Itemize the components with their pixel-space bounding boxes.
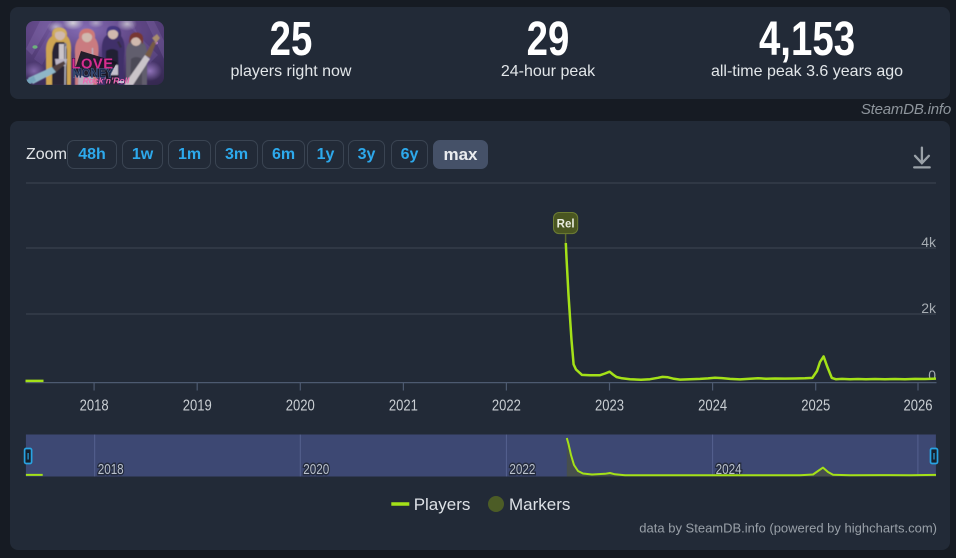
svg-text:Markers: Markers: [509, 495, 570, 514]
svg-text:data by SteamDB.info (powered: data by SteamDB.info (powered by highcha…: [639, 521, 937, 536]
svg-text:Players: Players: [414, 495, 471, 514]
svg-text:2024: 2024: [698, 398, 727, 415]
svg-text:2021: 2021: [389, 398, 418, 415]
svg-text:MONEY: MONEY: [73, 67, 115, 81]
svg-text:2025: 2025: [801, 398, 830, 415]
svg-text:2018: 2018: [98, 461, 124, 478]
svg-text:4k: 4k: [921, 234, 937, 250]
svg-text:2022: 2022: [492, 398, 521, 415]
svg-text:LOVE: LOVE: [72, 57, 114, 73]
svg-text:2026: 2026: [904, 398, 933, 415]
svg-text:Rel: Rel: [557, 219, 575, 231]
svg-text:2019: 2019: [183, 398, 212, 415]
svg-text:2023: 2023: [595, 398, 624, 415]
svg-text:2020: 2020: [303, 461, 329, 478]
svg-text:2022: 2022: [509, 461, 535, 478]
svg-text:2018: 2018: [80, 398, 109, 415]
svg-text:2020: 2020: [286, 398, 315, 415]
svg-text:0: 0: [928, 367, 936, 383]
svg-text:Rock’n’Roll: Rock’n’Roll: [83, 76, 130, 86]
svg-text:2k: 2k: [921, 300, 937, 316]
